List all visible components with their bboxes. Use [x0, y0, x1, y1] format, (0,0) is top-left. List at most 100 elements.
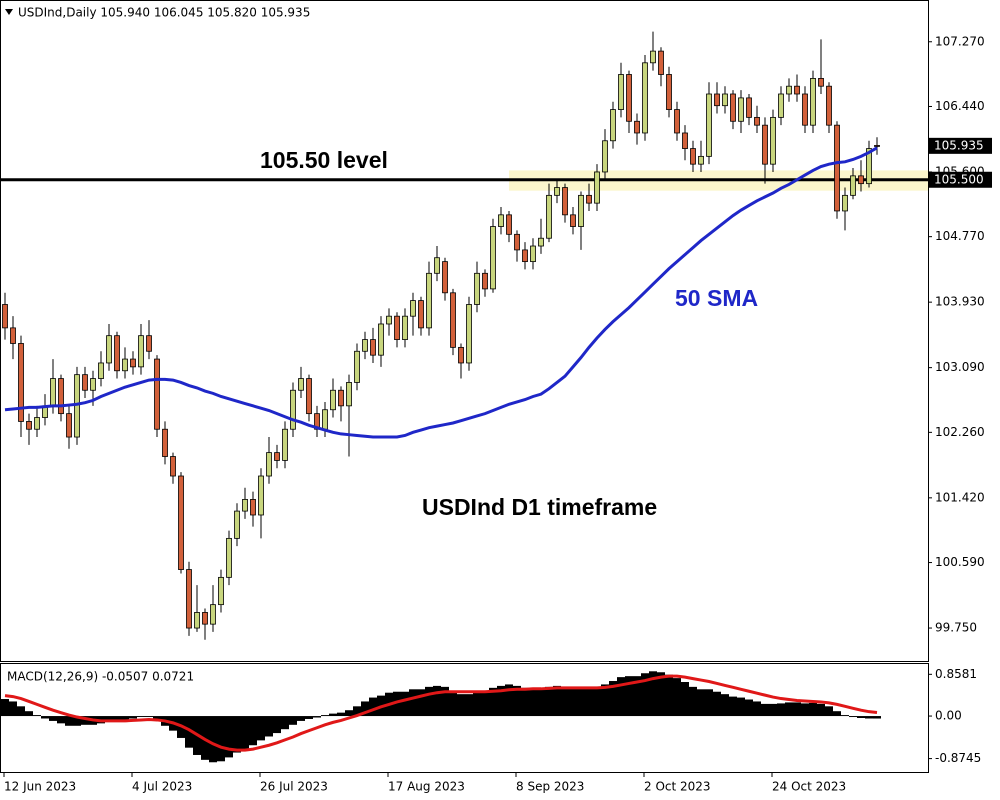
- candle-body: [810, 78, 816, 126]
- candle-body: [586, 194, 592, 204]
- macd-bar: [577, 687, 585, 717]
- macd-bar: [825, 706, 833, 717]
- y-tick-label: 0.00: [935, 709, 962, 723]
- level-label: 105.50 level: [260, 147, 388, 173]
- candle-body: [410, 300, 416, 317]
- price-tag: [929, 171, 992, 188]
- candle-body: [202, 612, 208, 625]
- macd-bar: [305, 716, 313, 719]
- macd-bar: [449, 691, 457, 717]
- candle-body: [842, 194, 848, 212]
- y-tick-label: 99.750: [935, 621, 977, 635]
- candle-body: [186, 569, 192, 629]
- candle-body: [82, 374, 88, 391]
- candle-body: [170, 456, 176, 477]
- candle-body: [66, 413, 72, 438]
- price-tag: [929, 137, 992, 154]
- macd-bar: [249, 716, 257, 746]
- macd-bar: [657, 672, 665, 717]
- macd-bar: [353, 706, 361, 717]
- y-tick-label: 0.8581: [935, 667, 977, 681]
- macd-header: MACD(12,26,9) -0.0507 0.0721: [7, 670, 194, 684]
- macd-bar: [121, 716, 129, 720]
- y-tick-label: 101.420: [935, 490, 985, 504]
- candle-body: [634, 120, 640, 134]
- candle-body: [690, 148, 696, 165]
- candle-body: [754, 116, 760, 126]
- candle-body: [714, 93, 720, 107]
- macd-bar: [369, 697, 377, 717]
- candle-body: [322, 409, 328, 430]
- macd-bar: [513, 685, 521, 717]
- macd-bar: [769, 703, 777, 717]
- candle-body: [658, 50, 664, 75]
- candle-body: [122, 358, 128, 372]
- candle-body: [554, 187, 560, 196]
- candle-body: [18, 343, 24, 422]
- macd-bar: [457, 694, 465, 717]
- macd-bar: [465, 694, 473, 717]
- candle-body: [258, 475, 264, 516]
- candle-body: [562, 187, 568, 216]
- macd-bar: [25, 711, 33, 717]
- macd-bar: [49, 716, 57, 721]
- candle-body: [10, 327, 16, 344]
- macd-bar: [737, 697, 745, 717]
- y-tick-label: -0.8745: [935, 751, 981, 765]
- candle-body: [874, 145, 880, 147]
- x-tick-label: 8 Sep 2023: [516, 780, 584, 794]
- macd-bar: [721, 694, 729, 717]
- candle-body: [58, 378, 64, 415]
- macd-bar: [841, 715, 849, 717]
- macd-bar: [649, 671, 657, 717]
- candle-body: [274, 452, 280, 461]
- candle-body: [394, 315, 400, 340]
- candle-body: [418, 300, 424, 329]
- macd-bar: [785, 702, 793, 717]
- macd-bar: [57, 716, 65, 724]
- menu-triangle[interactable]: [5, 9, 13, 15]
- macd-bar: [241, 716, 249, 750]
- candle-body: [154, 358, 160, 430]
- macd-bar: [625, 676, 633, 717]
- macd-bar: [713, 691, 721, 717]
- candle-body: [866, 148, 872, 185]
- macd-bar: [233, 716, 241, 753]
- macd-bar: [265, 716, 273, 737]
- macd-bar: [473, 691, 481, 717]
- candle-body: [778, 93, 784, 118]
- candle-body: [794, 85, 800, 95]
- macd-bar: [257, 716, 265, 741]
- macd-bar: [185, 716, 193, 748]
- macd-bar: [489, 687, 497, 717]
- candle-body: [282, 428, 288, 461]
- candle-body: [378, 323, 384, 356]
- candle-body: [730, 93, 736, 122]
- macd-bar: [817, 703, 825, 717]
- macd-bar: [73, 716, 81, 726]
- macd-bar: [809, 702, 817, 717]
- macd-bar: [761, 703, 769, 717]
- macd-bar: [777, 703, 785, 717]
- x-tick-label: 12 Jun 2023: [4, 780, 76, 794]
- macd-bar: [729, 696, 737, 717]
- candle-body: [458, 346, 464, 364]
- macd-bar: [673, 678, 681, 717]
- macd-bar: [833, 711, 841, 717]
- candle-body: [610, 109, 616, 142]
- candle-body: [858, 175, 864, 185]
- macd-bar: [569, 688, 577, 717]
- candle-body: [506, 214, 512, 235]
- macd-bar: [641, 673, 649, 717]
- candle-body: [594, 171, 600, 204]
- macd-bar: [873, 716, 881, 719]
- candle-body: [346, 382, 352, 407]
- candle-body: [602, 140, 608, 173]
- candle-body: [178, 475, 184, 570]
- macd-bar: [281, 716, 289, 730]
- candle-body: [682, 132, 688, 149]
- macd-bar: [337, 712, 345, 717]
- macd-bar: [745, 699, 753, 717]
